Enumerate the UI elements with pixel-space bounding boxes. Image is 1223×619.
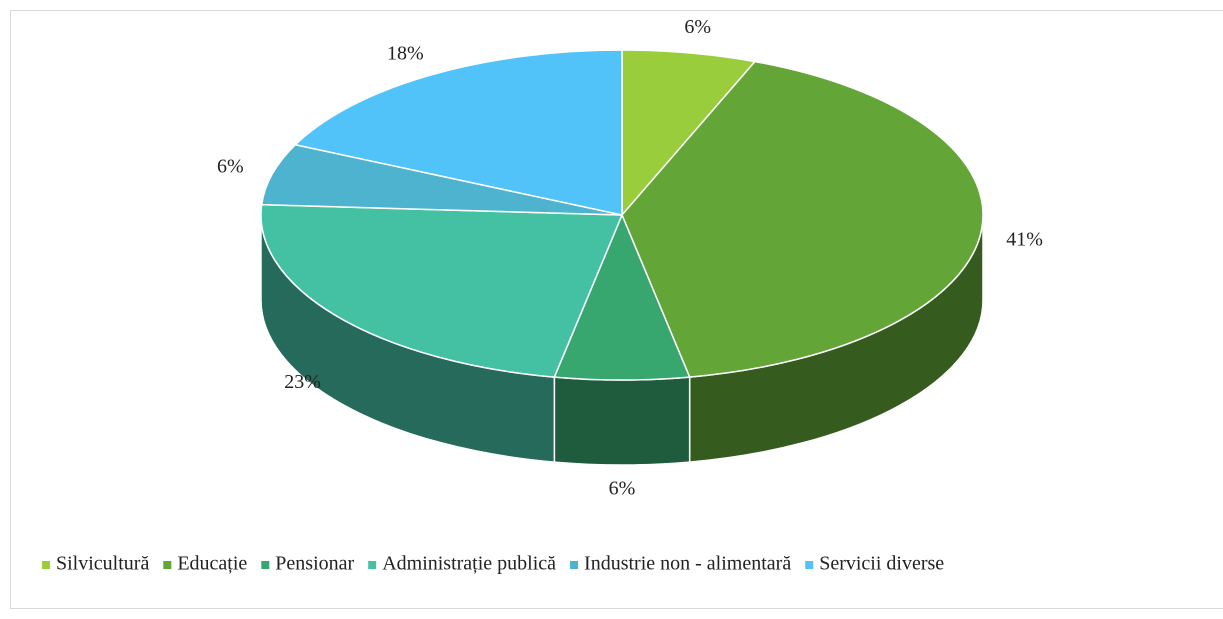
legend-label: Servicii diverse: [819, 553, 944, 575]
slice-side: [553, 376, 691, 466]
data-label: 6%: [609, 477, 636, 499]
data-label: 6%: [217, 155, 244, 177]
legend-label: Administrație publică: [382, 553, 556, 575]
slice: [293, 49, 623, 216]
legend-swatch: [261, 561, 270, 569]
legend-label: Industrie non - alimentară: [584, 553, 791, 575]
data-label: 41%: [1006, 228, 1043, 250]
legend-swatch: [570, 561, 579, 569]
data-label: 6%: [684, 16, 711, 38]
legend-swatch: [42, 561, 50, 569]
chart-frame: [10, 10, 1223, 609]
data-label: 23%: [284, 371, 321, 393]
slice: [260, 203, 624, 378]
legend-swatch: [368, 561, 377, 569]
slice: [621, 49, 757, 218]
data-label: 18%: [387, 42, 424, 64]
slice: [621, 60, 984, 378]
legend-swatch: [163, 561, 172, 569]
legend-label: Educație: [177, 553, 247, 575]
legend-swatch: [805, 561, 814, 569]
slice: [553, 213, 691, 381]
legend-label: Pensionar: [275, 553, 354, 575]
slice: [260, 143, 623, 216]
legend-label: Silvicultură: [56, 553, 149, 575]
